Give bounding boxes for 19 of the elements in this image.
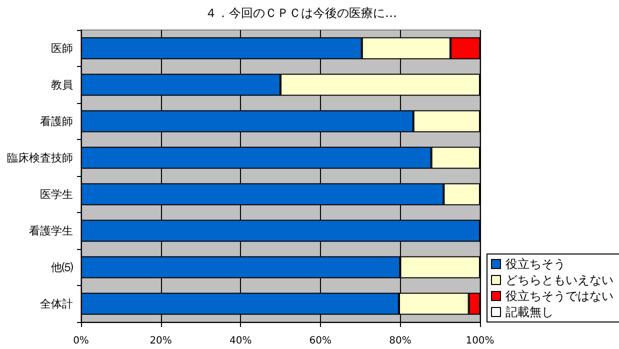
legend-label: どちらともいえない	[506, 273, 614, 287]
legend-label: 記載無し	[506, 305, 554, 319]
legend-label: 役立ちそうではない	[506, 289, 614, 303]
y-tick-label: 全体計	[40, 297, 73, 310]
chart-title: ４．今回のＣＰＣは今後の医療に…	[205, 6, 397, 20]
x-tick-label: 20%	[150, 336, 172, 346]
x-tick-label: 40%	[229, 336, 252, 346]
legend-label: 役立ちそう	[506, 257, 566, 271]
y-tick-label: 看護学生	[29, 224, 73, 238]
y-tick-label: 臨床検査技師	[7, 151, 73, 164]
y-tick-label: 他⑸	[51, 260, 73, 274]
x-tick-label: 80%	[389, 336, 412, 346]
x-tick-label: 0%	[73, 336, 89, 346]
y-tick-label: 医師	[51, 42, 73, 55]
x-tick-label: 100%	[466, 336, 494, 346]
y-tick-label: 医学生	[40, 188, 73, 201]
y-tick-label: 看護師	[40, 114, 73, 128]
x-tick-label: 60%	[309, 336, 332, 346]
y-tick-label: 教員	[51, 78, 73, 92]
